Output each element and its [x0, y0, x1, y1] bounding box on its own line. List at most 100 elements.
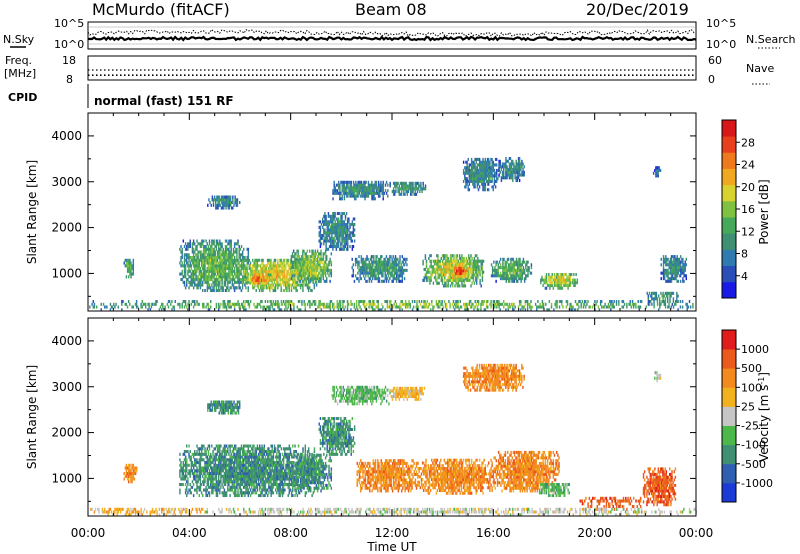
scatter-cluster [390, 386, 426, 401]
colorbar-swatch [722, 152, 736, 169]
colorbar-swatch [722, 387, 736, 407]
xtick-label: 08:00 [273, 526, 308, 540]
nave-tick-high: 60 [708, 54, 722, 67]
nave-tick-low: 0 [708, 73, 715, 86]
colorbar-tick-label: -1000 [741, 477, 773, 490]
cpid-row: CPID normal (fast) 151 RF [8, 84, 234, 108]
date-title: 20/Dec/2019 [586, 0, 689, 19]
nsearch-tick-high: 10^5 [706, 17, 736, 30]
scatter-cluster [540, 273, 579, 290]
power-yticks: 1000 2000 3000 4000 [51, 129, 696, 297]
scatter-cluster [318, 417, 356, 456]
nsearch-tick-low: 10^0 [706, 38, 736, 51]
ytick-label: 3000 [51, 380, 82, 394]
scatter-cluster [660, 255, 688, 283]
noise-traces [87, 28, 697, 42]
nsky-label: N.Sky [3, 33, 35, 46]
nsky-tick-low: 10^0 [54, 38, 84, 51]
colorbar-swatch [722, 184, 736, 202]
scatter-cluster [642, 467, 677, 507]
xtick-label: 20:00 [577, 526, 612, 540]
colorbar-swatch [722, 281, 736, 299]
freq-tick-low: 8 [66, 73, 73, 86]
velocity-colorbar: 1000 500 100 25 -25 -100 -500 -1000 [721, 329, 773, 503]
colorbar-tick-label: 25 [741, 400, 755, 413]
scatter-cluster [389, 181, 427, 196]
time-axis: 00:00 04:00 08:00 12:00 16:00 20:00 00:00 [71, 113, 714, 540]
ytick-label: 1000 [51, 266, 82, 280]
scatter-cluster [90, 507, 204, 517]
power-cbar-label: Power [dB] [757, 179, 771, 244]
scatter-cluster [290, 249, 333, 283]
beam-title: Beam 08 [355, 0, 427, 19]
scatter-cluster [417, 458, 495, 495]
nave-label: Nave [746, 62, 774, 75]
colorbar-tick-label: 24 [741, 159, 755, 172]
xtick-label: 12:00 [375, 526, 410, 540]
scatter-cluster [498, 157, 525, 183]
velocity-data [90, 363, 698, 517]
scatter-cluster [490, 257, 533, 283]
colorbar-swatch [722, 425, 736, 446]
colorbar-tick-label: 8 [741, 248, 748, 261]
nsearch-label: N.Search [746, 33, 796, 46]
colorbar-swatch [722, 330, 736, 350]
xtick-label: 16:00 [476, 526, 511, 540]
power-colorbar: 28 24 20 16 12 8 4 [721, 119, 755, 299]
scatter-cluster [462, 363, 525, 392]
colorbar-tick-label: 4 [741, 270, 748, 283]
cpid-label: CPID [8, 91, 37, 104]
station-title: McMurdo (fitACF) [92, 0, 230, 19]
colorbar-tick-label: 500 [741, 362, 762, 375]
scatter-cluster [493, 450, 560, 493]
scatter-cluster [422, 254, 485, 288]
colorbar-tick-label: 28 [741, 136, 755, 149]
xtick-label: 00:00 [679, 526, 714, 540]
scatter-cluster [450, 263, 469, 281]
colorbar-tick-label: -500 [741, 458, 766, 471]
ytick-label: 2000 [51, 221, 82, 235]
noise-panel: 10^5 10^0 10^5 10^0 N.Sky N.Search [3, 17, 796, 51]
scatter-cluster [351, 255, 408, 283]
colorbar-tick-label: -25 [741, 420, 759, 433]
colorbar-tick-label: -100 [741, 439, 766, 452]
freq-unit: [MHz] [4, 67, 36, 80]
velocity-ylabel: Slant Range [km] [25, 365, 39, 469]
ytick-label: 4000 [51, 129, 82, 143]
colorbar-swatch [722, 349, 736, 369]
nsearch-trace [87, 28, 697, 38]
colorbar-swatch [722, 233, 736, 250]
colorbar-swatch [722, 406, 736, 426]
cpid-value: normal (fast) 151 RF [94, 94, 234, 108]
colorbar-swatch [722, 444, 736, 465]
freq-panel: 18 8 60 0 Freq. [MHz] Nave [4, 54, 774, 86]
colorbar-swatch [722, 265, 736, 283]
colorbar-tick-label: 12 [741, 225, 755, 238]
freq-tick-high: 18 [62, 54, 76, 67]
xaxis-label: Time UT [366, 540, 417, 554]
velocity-cbar-label: Velocity [m s-1] [757, 372, 771, 462]
colorbar-swatch [722, 120, 736, 137]
colorbar-swatch [722, 249, 736, 267]
scatter-cluster [331, 385, 391, 406]
scatter-cluster [652, 166, 662, 178]
scatter-cluster [245, 273, 272, 288]
scatter-cluster [207, 400, 241, 415]
scatter-cluster [356, 459, 419, 493]
colorbar-tick-label: 100 [741, 381, 762, 394]
colorbar-tick-label: 1000 [741, 343, 769, 356]
scatter-cluster [123, 258, 135, 279]
power-ylabel: Slant Range [km] [25, 160, 39, 264]
nsky-tick-high: 10^5 [54, 17, 84, 30]
xtick-label: 00:00 [71, 526, 106, 540]
scatter-cluster [123, 463, 138, 484]
scatter-cluster [318, 212, 356, 251]
scatter-cluster [654, 371, 662, 383]
xtick-label: 04:00 [172, 526, 207, 540]
scatter-cluster [89, 300, 694, 312]
ytick-label: 1000 [51, 471, 82, 485]
ytick-label: 3000 [51, 175, 82, 189]
colorbar-swatch [722, 368, 736, 388]
scatter-cluster [204, 507, 698, 517]
colorbar-swatch [722, 136, 736, 153]
